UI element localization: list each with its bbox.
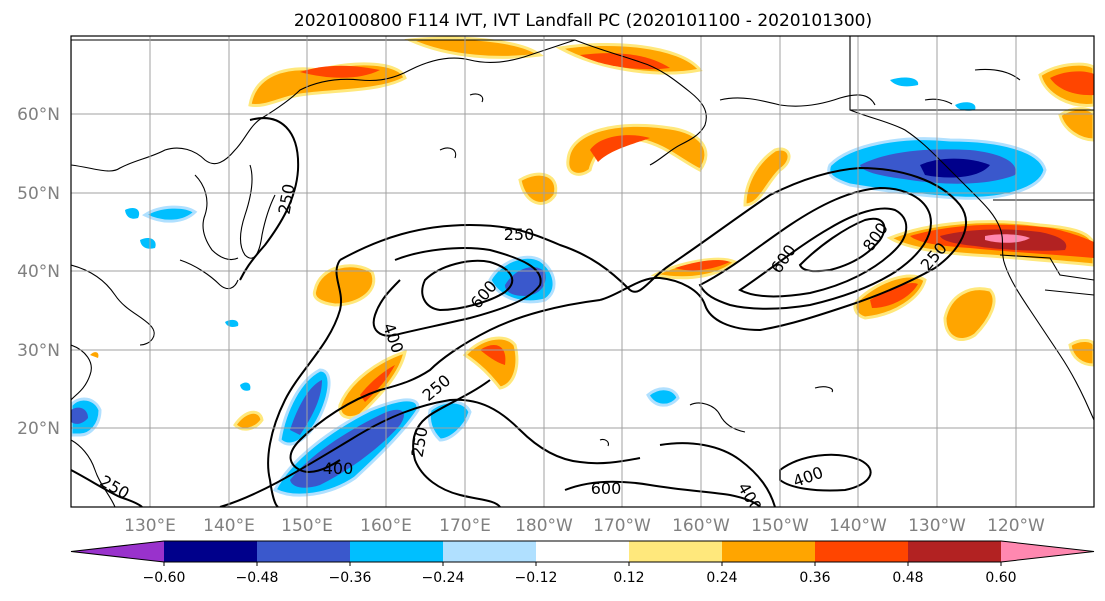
coastlines bbox=[71, 36, 1094, 507]
lon-label: 140°W bbox=[829, 516, 887, 536]
colorbar-tick-label: 0.12 bbox=[613, 570, 644, 586]
lon-label: 130°W bbox=[908, 516, 966, 536]
latitude-labels: 60°N 50°N 40°N 30°N 20°N bbox=[17, 105, 60, 439]
colorbar-tick-label: −0.24 bbox=[422, 570, 465, 586]
colorbar-tick-label: 0.24 bbox=[706, 570, 737, 586]
colorbar-cell bbox=[164, 541, 258, 562]
gridlines bbox=[71, 36, 1094, 507]
lon-label: 180°W bbox=[515, 516, 573, 536]
colorbar-tick-label: 0.36 bbox=[799, 570, 830, 586]
colorbar-cell bbox=[443, 541, 537, 562]
colorbar-cell bbox=[908, 541, 1002, 562]
positive-pc-shading bbox=[90, 36, 1094, 431]
lon-label: 120°W bbox=[987, 516, 1045, 536]
lat-label: 50°N bbox=[17, 184, 60, 204]
colorbar-cell bbox=[71, 541, 164, 562]
colorbar-cell bbox=[257, 541, 351, 562]
lon-label: 150°W bbox=[751, 516, 809, 536]
colorbar-tick-label: 0.60 bbox=[985, 570, 1016, 586]
lat-label: 30°N bbox=[17, 341, 60, 361]
ivt-contours bbox=[71, 117, 967, 507]
colorbar: −0.60 −0.48 −0.36 −0.24 −0.12 0.12 0.24 0.36 0.4… bbox=[70, 540, 1095, 586]
lon-label: 130°E bbox=[124, 516, 176, 536]
map-frame bbox=[70, 35, 1095, 508]
colorbar-cell bbox=[722, 541, 816, 562]
colorbar-tick-label: −0.60 bbox=[143, 570, 186, 586]
lat-label: 40°N bbox=[17, 262, 60, 282]
colorbar-cell bbox=[1001, 541, 1094, 562]
colorbar-cell bbox=[536, 541, 630, 562]
figure-title: 2020100800 F114 IVT, IVT Landfall PC (20… bbox=[294, 11, 872, 31]
lon-label: 170°W bbox=[593, 516, 651, 536]
colorbar-cell bbox=[815, 541, 909, 562]
longitude-labels: 130°E 140°E 150°E 160°E 170°E 180°W 170°… bbox=[124, 516, 1045, 536]
colorbar-tick-label: −0.48 bbox=[236, 570, 279, 586]
lat-label: 60°N bbox=[17, 105, 60, 125]
lon-label: 160°W bbox=[672, 516, 730, 536]
lon-label: 170°E bbox=[439, 516, 491, 536]
colorbar-cell bbox=[350, 541, 444, 562]
colorbar-tick-label: 0.48 bbox=[892, 570, 923, 586]
lon-label: 160°E bbox=[360, 516, 412, 536]
colorbar-tick-label: −0.12 bbox=[515, 570, 558, 586]
contour-label: 250 bbox=[504, 225, 535, 244]
colorbar-cell bbox=[629, 541, 723, 562]
lat-label: 20°N bbox=[17, 419, 60, 439]
map-panel: 250 250 250 250 250 400 400 400 400 600 … bbox=[71, 36, 1094, 507]
contour-label: 600 bbox=[591, 479, 622, 498]
lon-label: 150°E bbox=[281, 516, 333, 536]
contour-label: 400 bbox=[323, 459, 354, 478]
colorbar-tick-label: −0.36 bbox=[329, 570, 372, 586]
lon-label: 140°E bbox=[203, 516, 255, 536]
